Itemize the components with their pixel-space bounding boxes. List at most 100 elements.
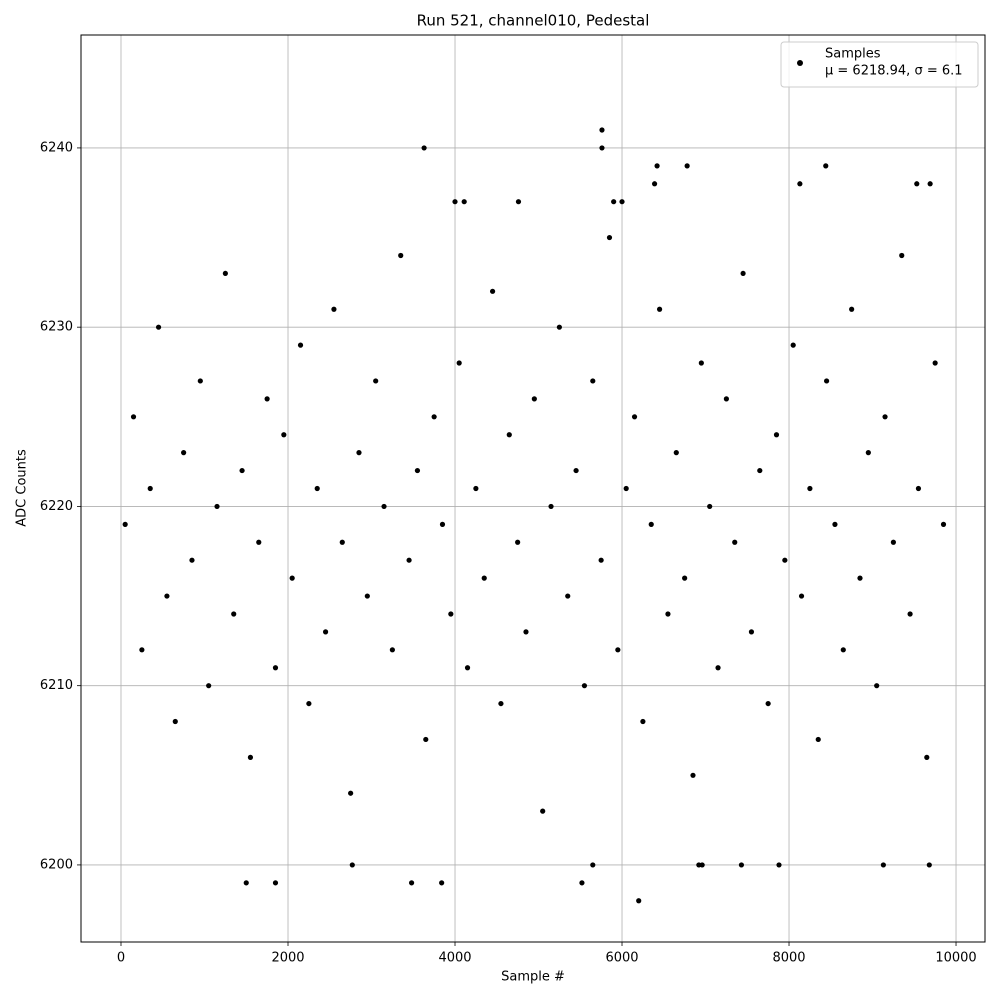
point	[306, 700, 312, 707]
plot-frame	[80, 34, 986, 943]
point	[798, 593, 805, 599]
point	[565, 593, 571, 599]
point	[590, 862, 596, 868]
point	[807, 485, 813, 492]
point	[907, 611, 913, 617]
point	[172, 718, 178, 725]
point	[581, 683, 588, 689]
point	[932, 360, 938, 366]
point	[423, 736, 429, 743]
point	[914, 181, 920, 187]
point	[882, 414, 888, 420]
x-tick-label: 6000	[605, 951, 638, 966]
point	[797, 181, 803, 187]
point	[598, 557, 604, 563]
point	[231, 611, 237, 617]
x-tick-label: 8000	[772, 951, 805, 966]
legend: Samples μ = 6218.94, σ = 6.1	[780, 41, 979, 88]
point	[707, 503, 713, 510]
point	[857, 575, 863, 581]
point	[189, 557, 195, 563]
point	[461, 199, 467, 205]
y-tick-label: 6230	[40, 320, 73, 335]
point	[548, 503, 554, 510]
point	[206, 683, 212, 689]
point	[272, 665, 279, 671]
point	[464, 665, 471, 671]
point	[147, 485, 153, 492]
y-tick-label: 6240	[40, 140, 73, 155]
point	[139, 647, 145, 653]
point	[832, 521, 838, 527]
point	[665, 611, 671, 617]
point	[682, 575, 688, 581]
point	[840, 647, 846, 653]
points	[122, 127, 947, 904]
point	[389, 647, 395, 653]
point	[738, 862, 745, 868]
point	[448, 611, 454, 617]
point	[773, 432, 780, 438]
point	[648, 521, 654, 527]
point	[531, 396, 537, 402]
y-tick-label: 6220	[40, 499, 73, 514]
x-tick-label: 0	[117, 951, 125, 966]
point	[849, 306, 855, 312]
point	[281, 432, 287, 438]
point	[599, 145, 605, 151]
point	[473, 485, 479, 492]
point	[414, 467, 421, 474]
point	[439, 880, 445, 886]
point	[214, 503, 220, 510]
point	[880, 862, 886, 868]
point	[489, 288, 496, 294]
point	[865, 450, 871, 456]
point	[579, 880, 585, 886]
point	[940, 521, 947, 527]
point	[421, 145, 427, 151]
y-axis-label: ADC Counts	[15, 449, 30, 527]
point	[272, 880, 279, 886]
point	[439, 521, 446, 527]
point	[506, 432, 512, 438]
point	[243, 880, 249, 886]
chart-title: Run 521, channel010, Pedestal	[417, 12, 650, 30]
point	[197, 378, 203, 384]
point	[515, 539, 521, 545]
point	[247, 754, 254, 760]
point	[926, 862, 932, 868]
point	[408, 880, 415, 886]
point	[599, 127, 605, 133]
point	[656, 306, 663, 312]
point	[623, 485, 629, 492]
point	[690, 772, 696, 778]
point	[590, 378, 596, 384]
point	[790, 342, 796, 348]
point	[732, 539, 738, 545]
point	[339, 539, 345, 545]
point	[765, 700, 771, 707]
point	[164, 593, 170, 599]
point	[122, 521, 128, 527]
x-axis-label: Sample #	[501, 970, 565, 985]
point	[130, 414, 137, 420]
point	[297, 342, 304, 348]
point	[398, 252, 404, 259]
point	[322, 629, 329, 635]
point	[874, 683, 880, 689]
point	[481, 575, 487, 581]
point	[684, 163, 690, 169]
legend-label: Samples	[825, 47, 881, 62]
point	[373, 378, 379, 384]
point	[815, 736, 821, 743]
point	[615, 647, 621, 653]
point	[640, 718, 646, 725]
point	[356, 450, 362, 456]
point	[256, 539, 262, 545]
point	[264, 396, 270, 402]
point	[606, 234, 613, 241]
point	[331, 306, 337, 312]
point	[452, 199, 458, 205]
